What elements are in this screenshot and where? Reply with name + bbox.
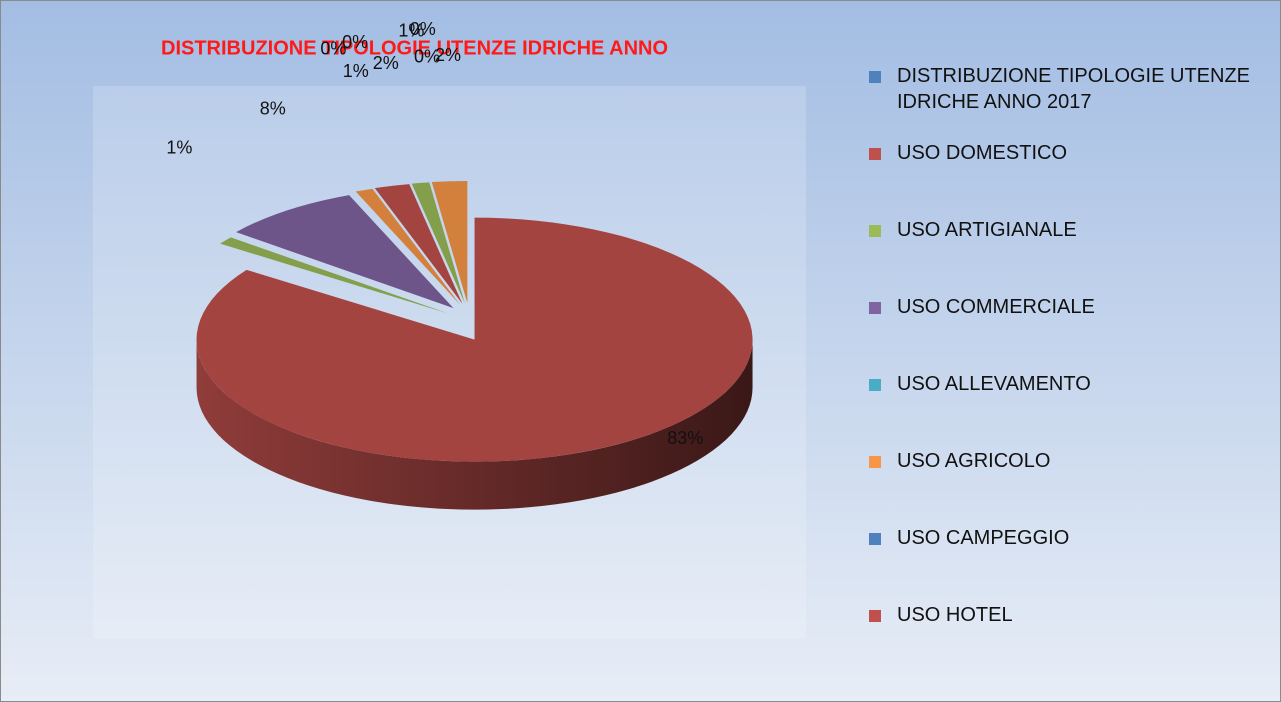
legend-item: USO CAMPEGGIO bbox=[863, 525, 1273, 602]
legend-item: USO AGRICOLO bbox=[863, 448, 1273, 525]
data-label: 83% bbox=[667, 428, 703, 448]
legend-label: USO DOMESTICO bbox=[897, 142, 1068, 164]
legend-label: USO COMMERCIALE bbox=[897, 296, 1095, 318]
slice bbox=[431, 181, 468, 304]
slice bbox=[196, 217, 753, 462]
legend-swatch bbox=[869, 148, 881, 160]
slice-side bbox=[196, 339, 753, 510]
legend-swatch bbox=[869, 71, 881, 83]
data-label: 2% bbox=[373, 53, 399, 73]
legend-item: USO COMMERCIALE bbox=[863, 294, 1273, 371]
slice bbox=[411, 182, 465, 304]
chart-title: DISTRIBUZIONE TIPOLOGIE UTENZE IDRICHE A… bbox=[161, 37, 668, 59]
legend-label: USO ALLEVAMENTO bbox=[897, 373, 1091, 395]
data-label: 0% bbox=[414, 46, 440, 66]
legend-item: DISTRIBUZIONE TIPOLOGIE UTENZE IDRICHE A… bbox=[863, 63, 1273, 140]
legend-label: USO CAMPEGGIO bbox=[897, 527, 1070, 549]
data-label: 8% bbox=[260, 99, 286, 119]
data-label: 0% bbox=[320, 38, 346, 58]
slice bbox=[355, 188, 461, 305]
legend-swatch bbox=[869, 302, 881, 314]
data-label: 1% bbox=[343, 61, 369, 81]
legend-item: USO ALLEVAMENTO bbox=[863, 371, 1273, 448]
slice bbox=[374, 184, 463, 304]
legend-label: USO AGRICOLO bbox=[897, 450, 1051, 472]
slice bbox=[373, 188, 461, 305]
legend-swatch bbox=[869, 610, 881, 622]
legend-item: USO ARTIGIANALE bbox=[863, 217, 1273, 294]
slice bbox=[220, 237, 449, 314]
data-label: 0% bbox=[410, 19, 436, 39]
legend-label: USO ARTIGIANALE bbox=[897, 219, 1077, 241]
data-label: 2% bbox=[435, 45, 461, 65]
legend-swatch bbox=[869, 533, 881, 545]
slice bbox=[236, 195, 454, 309]
legend-label: USO HOTEL bbox=[897, 604, 1013, 626]
legend-swatch bbox=[869, 225, 881, 237]
legend-swatch bbox=[869, 456, 881, 468]
legend-swatch bbox=[869, 379, 881, 391]
legend-item: USO HOTEL bbox=[863, 602, 1273, 679]
data-label: 1% bbox=[166, 138, 192, 158]
legend-label: DISTRIBUZIONE TIPOLOGIE UTENZE IDRICHE A… bbox=[897, 65, 1251, 113]
legend: DISTRIBUZIONE TIPOLOGIE UTENZE IDRICHE A… bbox=[863, 63, 1273, 679]
data-label: 0% bbox=[342, 32, 368, 52]
legend-item: USO DOMESTICO bbox=[863, 140, 1273, 217]
data-label: 1% bbox=[398, 20, 424, 40]
